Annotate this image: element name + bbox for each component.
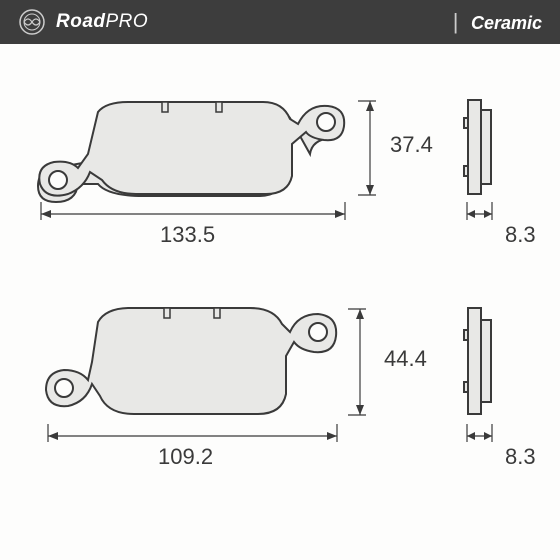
pad2-thickness-dim	[460, 424, 500, 452]
header-right: | Ceramic	[453, 9, 542, 35]
material-label: Ceramic	[471, 13, 542, 33]
header-left: RoadPRO	[18, 8, 148, 36]
pad1-front	[28, 94, 348, 204]
pad2-height-dim	[348, 306, 378, 418]
pad1-thickness-dim	[460, 202, 500, 230]
pad2-side	[460, 304, 500, 418]
pad2-width-label: 109.2	[158, 444, 213, 470]
pad1-thickness-label: 8.3	[505, 222, 536, 248]
pad1-side	[460, 96, 500, 198]
pad2-front	[40, 302, 340, 422]
pad2-thickness-label: 8.3	[505, 444, 536, 470]
header-bar: RoadPRO | Ceramic	[0, 0, 560, 44]
divider-icon: |	[453, 9, 459, 34]
pad1-height-dim	[358, 98, 388, 198]
diagram-area: 37.4 133.5 8.3 44.4	[0, 44, 560, 560]
logo-icon	[18, 8, 46, 36]
pad2-height-label: 44.4	[384, 346, 427, 372]
pad1-width-label: 133.5	[160, 222, 215, 248]
pad1-height-label: 37.4	[390, 132, 433, 158]
brand-label: RoadPRO	[56, 11, 148, 33]
